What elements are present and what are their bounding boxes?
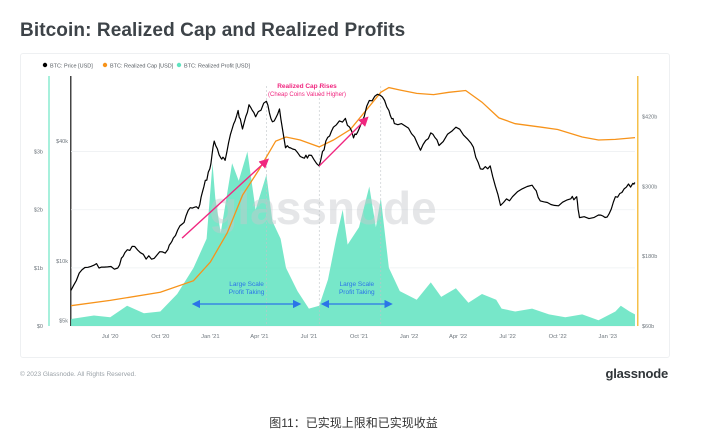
y-left-inner-tick: $5k [59, 319, 68, 325]
x-tick-label: Jul '20 [102, 334, 119, 340]
profit-axis-bar [48, 76, 50, 326]
y-left-outer-tick: $1b [34, 266, 43, 272]
legend-item: BTC: Realized Profit [USD] [184, 64, 250, 70]
realized-cap-line [70, 86, 636, 307]
footer: © 2023 Glassnode. All Rights Reserved. g… [20, 366, 668, 386]
legend-item: BTC: Price [USD] [50, 64, 93, 70]
chart-panel: glassnode Realized Cap Rises (Cheap Coins … [20, 53, 670, 358]
chart-svg[interactable]: glassnode Realized Cap Rises (Cheap Coins … [21, 54, 669, 357]
legend-marker [102, 62, 108, 68]
legend-marker [42, 62, 48, 68]
x-tick-label: Oct '21 [350, 334, 368, 340]
x-tick-label: Oct '22 [549, 334, 567, 340]
price-axis-bar [70, 76, 72, 326]
legend-marker [176, 62, 182, 68]
x-tick-label: Jul '22 [499, 334, 516, 340]
realized-cap-arrow [318, 116, 369, 167]
y-right-tick: $300b [642, 184, 657, 190]
realized-cap-axis-bar [637, 76, 639, 326]
y-left-outer-tick: $0 [37, 324, 43, 330]
price-line [70, 93, 636, 291]
y-right-tick: $180b [642, 254, 657, 260]
annotation-subtitle: (Cheap Coins Valued Higher) [268, 92, 346, 98]
realized-profit-area [71, 151, 635, 326]
x-tick-label: Apr '21 [250, 334, 268, 340]
profit-taking-label: Large Scale [339, 281, 374, 288]
y-left-inner-tick: $10k [56, 259, 68, 265]
x-tick-label: Oct '20 [151, 334, 169, 340]
figure-caption: 图11：已实现上限和已实现收益 [269, 416, 438, 430]
y-left-outer-tick: $3b [34, 150, 43, 156]
copyright-text: © 2023 Glassnode. All Rights Reserved. [20, 371, 137, 378]
legend-item: BTC: Realized Cap [USD] [110, 64, 174, 70]
y-right-tick: $420b [642, 115, 657, 121]
profit-taking-label: Large Scale [229, 281, 264, 288]
x-tick-label: Jan '23 [599, 334, 618, 340]
x-tick-label: Jul '21 [301, 334, 318, 340]
x-tick-label: Apr '22 [449, 334, 467, 340]
x-tick-label: Jan '21 [201, 334, 220, 340]
y-right-tick: $60b [642, 324, 654, 330]
watermark-text: glassnode [209, 182, 437, 234]
realized-cap-arrow [181, 158, 270, 239]
y-left-outer-tick: $2b [34, 208, 43, 214]
profit-taking-label: Profit Taking [229, 289, 265, 296]
glassnode-logo[interactable]: glassnode [605, 366, 669, 381]
profit-taking-label: Profit Taking [339, 289, 375, 296]
y-left-inner-tick: $40k [56, 139, 68, 145]
x-tick-label: Jan '22 [400, 334, 419, 340]
page-title: Bitcoin: Realized Cap and Realized Profi… [20, 20, 406, 41]
annotation-title: Realized Cap Rises [277, 83, 337, 90]
